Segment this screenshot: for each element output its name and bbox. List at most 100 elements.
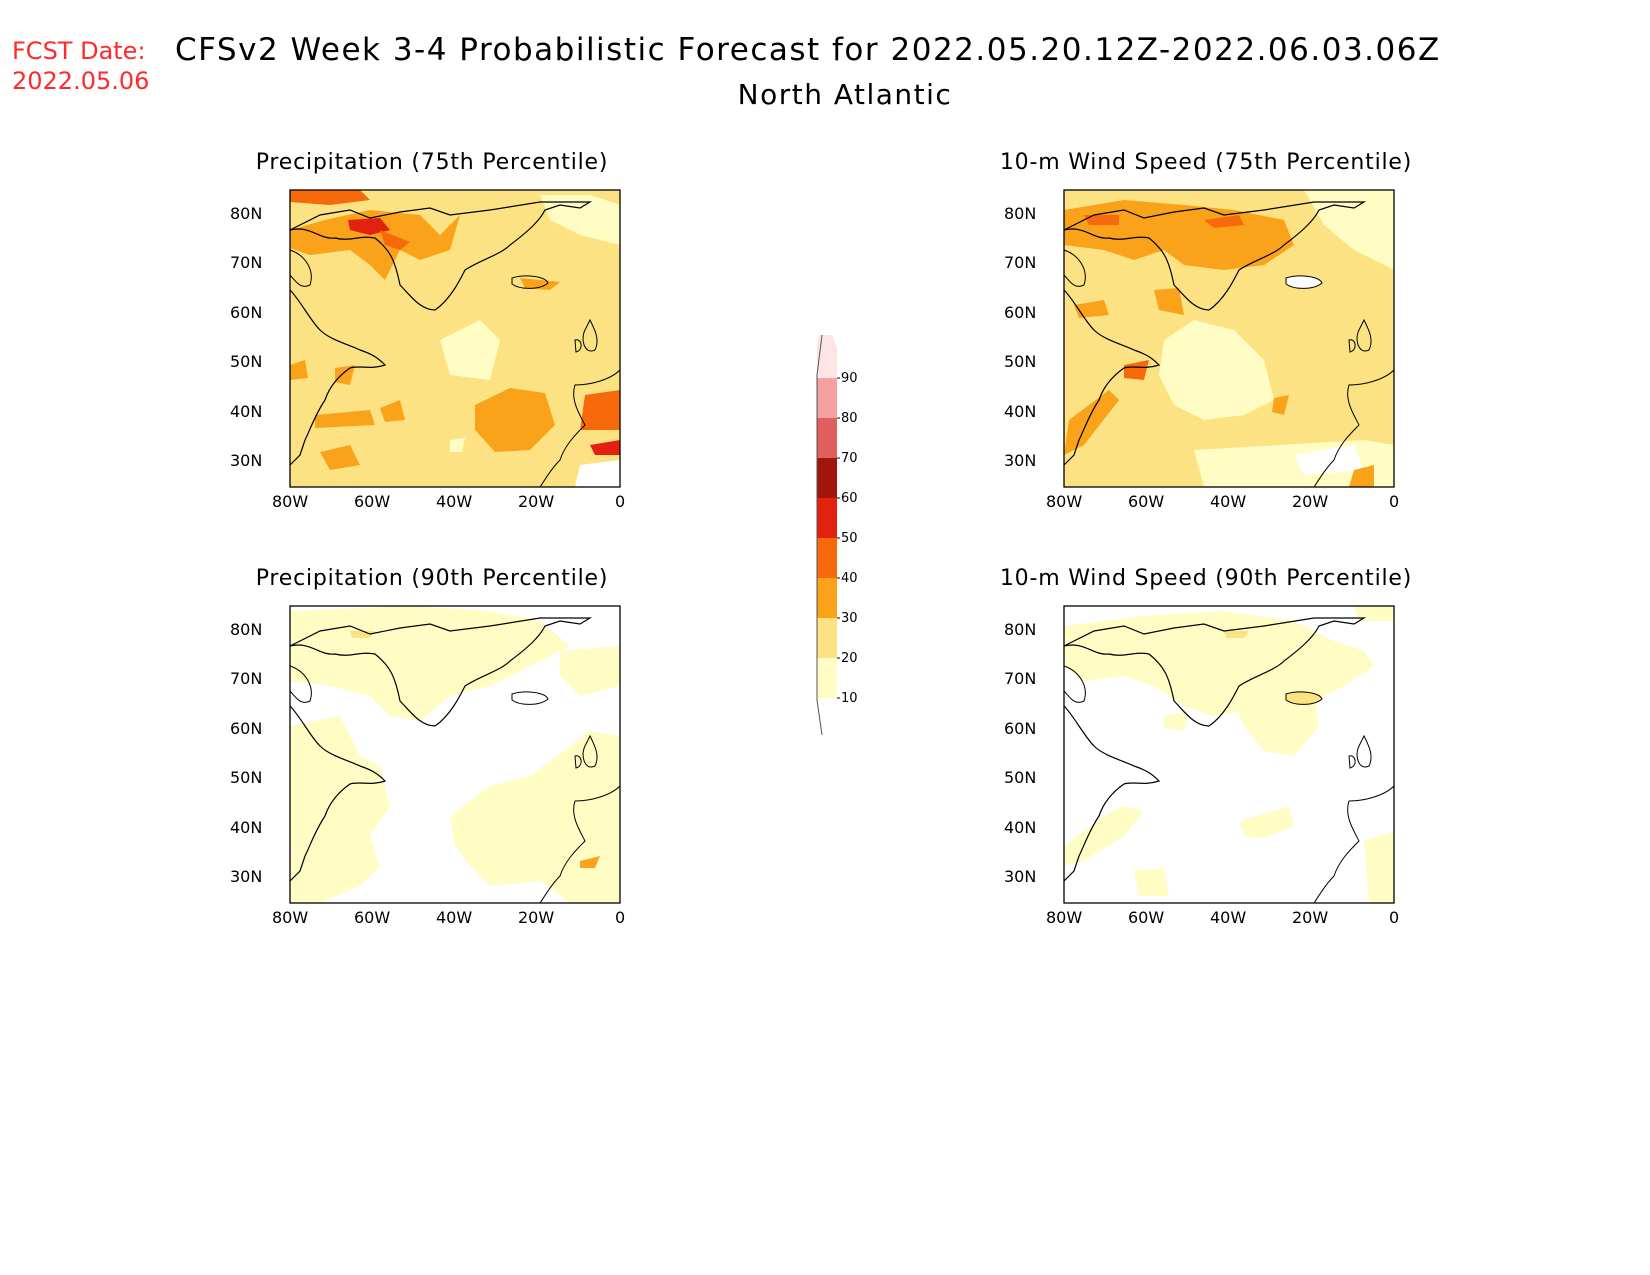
contour-10-20: [1354, 606, 1394, 621]
lon-tick: 80W: [1046, 908, 1082, 927]
lat-tick: 60N: [1004, 303, 1036, 322]
lon-tick: 40W: [1210, 908, 1246, 927]
british-isles-coastline: [1348, 318, 1372, 353]
contour-30: [1074, 300, 1109, 318]
british-isles-coastline: [574, 318, 598, 353]
europe-africa-coastline: [1313, 785, 1395, 904]
iceland-coastline: [511, 691, 549, 705]
lon-tick: 0: [1389, 908, 1399, 927]
lat-tick: 40N: [230, 402, 262, 421]
colorbar-level-label: 70: [841, 451, 858, 466]
colorbar-level-label: 10: [841, 691, 858, 706]
contour-10-20: [1064, 611, 1374, 716]
lon-tick-labels: 80W 60W 40W 20W 0: [1046, 492, 1399, 511]
contour-30: [335, 365, 355, 385]
contour-30: [1272, 395, 1289, 415]
map-precip-75: 80N 70N 60N 50N 40N 30N 80W 60W 40W 20W …: [230, 189, 625, 511]
lat-tick: 80N: [1004, 620, 1036, 639]
contour-10-20: [450, 438, 465, 452]
contour-10-20: [1364, 831, 1394, 903]
contour-40: [290, 190, 370, 205]
lat-tick-labels: 80N 70N 60N 50N 40N 30N: [1004, 620, 1036, 886]
fcst-label-text: FCST Date:: [12, 37, 146, 65]
europe-africa-coastline: [539, 369, 621, 488]
lon-tick: 80W: [1046, 492, 1082, 511]
contour-50: [348, 218, 390, 235]
lon-tick: 40W: [1210, 492, 1246, 511]
panel-precip-75: Precipitation (75th Percentile): [222, 150, 642, 511]
greenland-coastline: [289, 201, 593, 311]
lat-tick: 50N: [1004, 352, 1036, 371]
colorbar-level-label: 20: [841, 651, 858, 666]
british-isles-coastline: [1348, 734, 1372, 769]
lat-tick: 50N: [230, 352, 262, 371]
colorbar-labels: 10 20 30 40 50 60 70 80 90: [837, 371, 858, 706]
lat-tick: 70N: [1004, 669, 1036, 688]
lat-tick: 80N: [230, 204, 262, 223]
colorbar-swatch: [817, 538, 837, 578]
lat-tick: 30N: [230, 867, 262, 886]
contour-30: [290, 210, 460, 280]
lon-tick: 40W: [436, 908, 472, 927]
contour-10-20: [1304, 190, 1394, 270]
lon-tick: 20W: [1292, 908, 1328, 927]
lat-tick: 40N: [1004, 818, 1036, 837]
fcst-date-value: 2022.05.06: [12, 67, 150, 95]
lat-tick: 30N: [230, 451, 262, 470]
iceland-coastline: [1285, 691, 1323, 705]
lat-tick-labels: 80N 70N 60N 50N 40N 30N: [230, 204, 262, 470]
lat-tick: 40N: [230, 818, 262, 837]
colorbar-level-label: 40: [841, 571, 858, 586]
lon-tick: 60W: [1128, 492, 1164, 511]
lon-tick: 40W: [436, 492, 472, 511]
contour-30: [580, 856, 600, 868]
colorbar-arrow-outline: [816, 335, 823, 735]
north-america-coastline: [289, 705, 387, 882]
lon-tick: 0: [1389, 492, 1399, 511]
lat-tick: 30N: [1004, 451, 1036, 470]
fcst-date-label: FCST Date: 2022.05.06: [12, 36, 149, 96]
british-isles-coastline: [574, 734, 598, 769]
contour-30: [1349, 465, 1374, 487]
lat-tick: 40N: [1004, 402, 1036, 421]
lon-tick: 60W: [354, 908, 390, 927]
greenland-coastline: [1063, 617, 1367, 727]
lon-tick: 0: [615, 908, 625, 927]
colorbar-swatch: [817, 618, 837, 658]
colorbar-level-label: 60: [841, 491, 858, 506]
contour-40: [1204, 215, 1244, 228]
colorbar-level-label: 30: [841, 611, 858, 626]
contour-50: [590, 440, 620, 455]
lat-tick: 80N: [230, 620, 262, 639]
iceland-coastline: [511, 275, 549, 289]
lat-tick: 60N: [230, 303, 262, 322]
lon-tick: 60W: [354, 492, 390, 511]
colorbar-swatch: [817, 658, 837, 698]
lat-tick: 60N: [1004, 719, 1036, 738]
contour-10-20: [1164, 711, 1189, 731]
colorbar-swatch: [817, 458, 837, 498]
page-title: CFSv2 Week 3-4 Probabilistic Forecast fo…: [175, 32, 1441, 68]
colorbar-swatch: [817, 578, 837, 618]
contour-10-20: [450, 731, 620, 903]
lon-tick: 60W: [1128, 908, 1164, 927]
lon-tick: 80W: [272, 908, 308, 927]
contour-30: [380, 400, 405, 422]
contour-10-20: [1064, 806, 1144, 866]
lat-tick: 60N: [230, 719, 262, 738]
lon-tick-labels: 80W 60W 40W 20W 0: [1046, 908, 1399, 927]
contour-30: [1064, 390, 1119, 455]
lon-tick: 20W: [518, 492, 554, 511]
contour-10-20: [290, 716, 390, 903]
arctic-islands-coastline: [289, 665, 312, 703]
lon-tick: 20W: [518, 908, 554, 927]
region-subtitle: North Atlantic: [737, 78, 953, 111]
colorbar-swatch: [817, 348, 837, 378]
panel-precip-90: Precipitation (90th Percentile) 80N 70N …: [222, 566, 642, 927]
lon-tick: 80W: [272, 492, 308, 511]
colorbar-level-label: 80: [841, 411, 858, 426]
north-america-coastline: [1063, 705, 1161, 882]
lat-tick: 30N: [1004, 867, 1036, 886]
contour-30: [315, 410, 375, 428]
arctic-islands-coastline: [1063, 665, 1086, 703]
